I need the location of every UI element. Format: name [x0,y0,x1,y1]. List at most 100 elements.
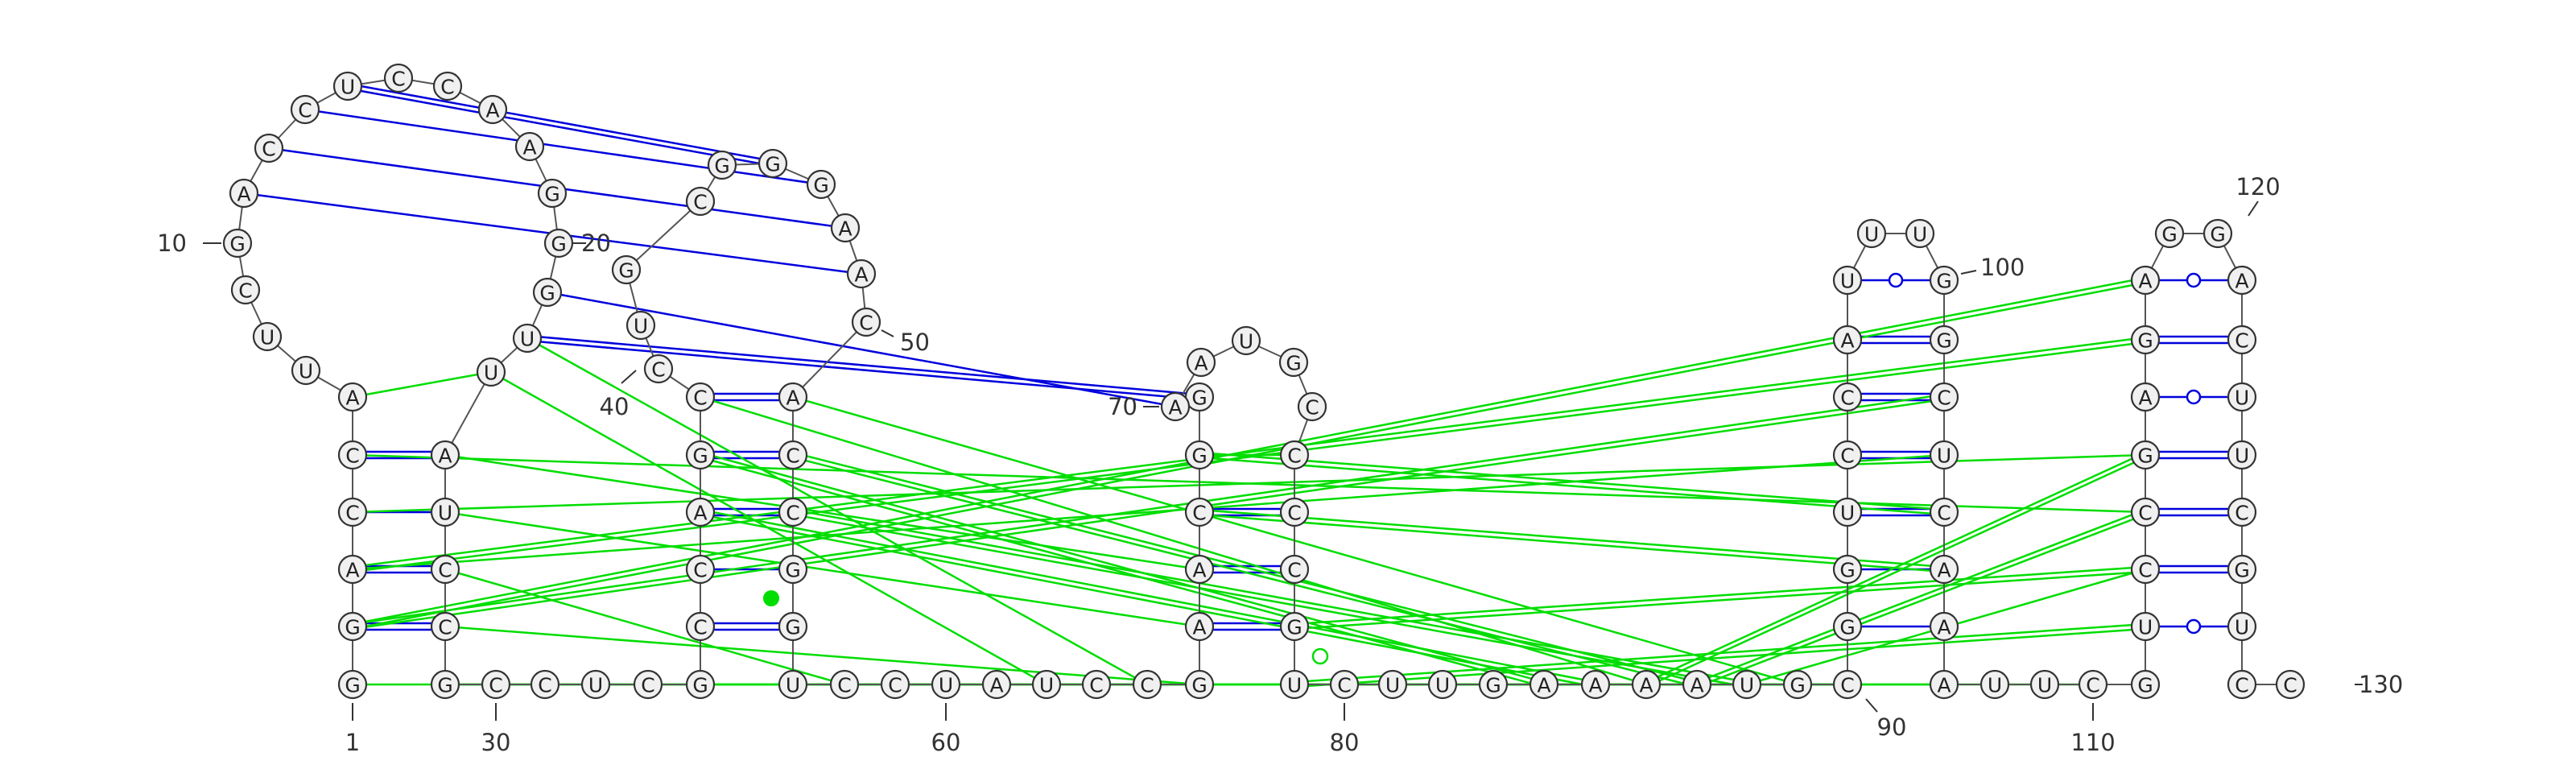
nucleotide: C [643,354,674,384]
nucleotide: C [1832,669,1863,700]
nucleotide-letter: G [618,259,634,283]
nucleotide: U [1856,218,1887,249]
wobble-pair-marker [1888,272,1904,288]
nucleotide: G [1782,669,1813,700]
nucleotide-letter: G [765,153,780,176]
nucleotide-letter: A [989,674,1003,697]
nucleotide-letter: C [345,502,359,525]
long-range-pair-line [700,513,1596,688]
nucleotide: U [1427,669,1458,700]
index-label: 1 [345,729,360,756]
nucleotide-letter: U [1740,674,1754,697]
index-label: 120 [2235,173,2280,201]
nucleotide: U [252,321,283,352]
nucleotide-letter: A [2138,270,2152,293]
nucleotide: G [430,669,460,700]
long-range-pair-line [700,456,1545,688]
nucleotide: G [778,554,808,585]
nucleotide-letter: C [786,445,799,468]
nucleotide-letter: U [1913,223,1927,246]
long-range-pair-line [304,108,822,186]
nucleotide-letter: A [1639,674,1653,697]
nucleotide-letter: C [391,68,405,91]
nucleotide-letter: G [1485,674,1501,697]
nucleotide-letter: G [2210,223,2225,246]
nucleotide: A [778,382,808,412]
nucleotide-letter: G [714,155,729,178]
nucleotide-letter: A [1192,616,1206,639]
nucleotide-letter: G [1936,270,1951,293]
nucleotide: C [2227,497,2257,527]
nucleotide: A [1186,347,1216,378]
nucleotide-letter: C [2235,674,2248,697]
nucleotide-letter: G [1790,674,1805,697]
nucleotide: A [685,497,716,527]
nucleotide-letter: A [1937,559,1951,582]
nucleotide-letter: G [1936,329,1951,353]
nucleotide-letter: C [693,559,707,582]
nucleotide-letter: G [1191,674,1207,697]
nucleotide-letter: G [2161,223,2177,246]
nucleotide: C [530,669,560,700]
nucleotide: A [1184,554,1215,585]
nucleotide-letter: C [2086,674,2099,697]
nucleotide-letter: G [1286,352,1301,375]
long-range-pair-line [792,456,1698,688]
nucleotide: C [1329,669,1360,700]
nucleotide-letter: G [1839,559,1855,582]
nucleotide-letter: U [2138,616,2153,639]
nucleotide: U [778,669,808,700]
nucleotide-letter: C [2235,329,2248,353]
nucleotide-letter: U [1840,502,1855,525]
nucleotide: G [1279,611,1310,642]
nucleotide-letter: U [634,315,648,338]
long-range-pair-line [526,337,1148,686]
nucleotide: A [1929,669,1959,700]
long-range-pair-line [700,451,1545,684]
nucleotide: A [1929,554,1959,585]
nucleotide-letter: A [854,263,868,287]
nucleotide-letter: C [1287,445,1301,468]
nucleotide-letter: A [786,387,799,410]
index-tick [1960,270,1977,275]
nucleotide-letter: U [2235,445,2249,468]
nucleotide: C [230,275,261,305]
nucleotide-letter: C [1192,502,1206,525]
long-range-pair-line [700,508,1596,684]
nucleotide-letter: C [1937,387,1951,410]
nucleotide: G [2154,218,2185,249]
nucleotide-letter: G [229,233,245,256]
nucleotide: G [2130,669,2161,700]
long-range-pair-line [526,334,1200,396]
nucleotide: G [685,440,716,470]
nucleotide-letter: A [1537,674,1550,697]
nucleotide: C [2227,325,2257,355]
nucleotide-letter: G [1191,445,1207,468]
long-range-pair-line [1645,451,2146,684]
nucleotide-letter: C [1140,674,1154,697]
nucleotide: C [1132,669,1162,700]
nucleotide-letter: G [544,183,559,206]
nucleotide: G [1929,325,1959,355]
index-label: 60 [931,729,961,756]
index-label: 20 [581,229,611,257]
nucleotide-letter: U [588,674,603,697]
nucleotide: U [1377,669,1408,700]
nucleotide-letter: U [2235,387,2249,410]
wobble-pair-marker [2186,272,2202,288]
nucleotide: G [543,228,574,258]
nucleotide: A [2227,265,2257,296]
nucleotide-letter: C [651,358,665,382]
nucleotide: C [829,669,860,700]
nucleotide-letter: G [692,445,708,468]
nucleotide: U [625,310,656,341]
long-range-pair-line [444,511,1200,628]
nucleotide: U [1929,440,1959,470]
long-range-pair-line [444,625,1200,686]
nucleotide: C [685,382,716,412]
nucleotide: A [1682,669,1712,700]
nucleotide-letter: A [1840,329,1854,353]
nucleotide: A [1529,669,1559,700]
nucleotide-letter: U [1840,270,1855,293]
nucleotide-letter: C [1840,387,1854,410]
